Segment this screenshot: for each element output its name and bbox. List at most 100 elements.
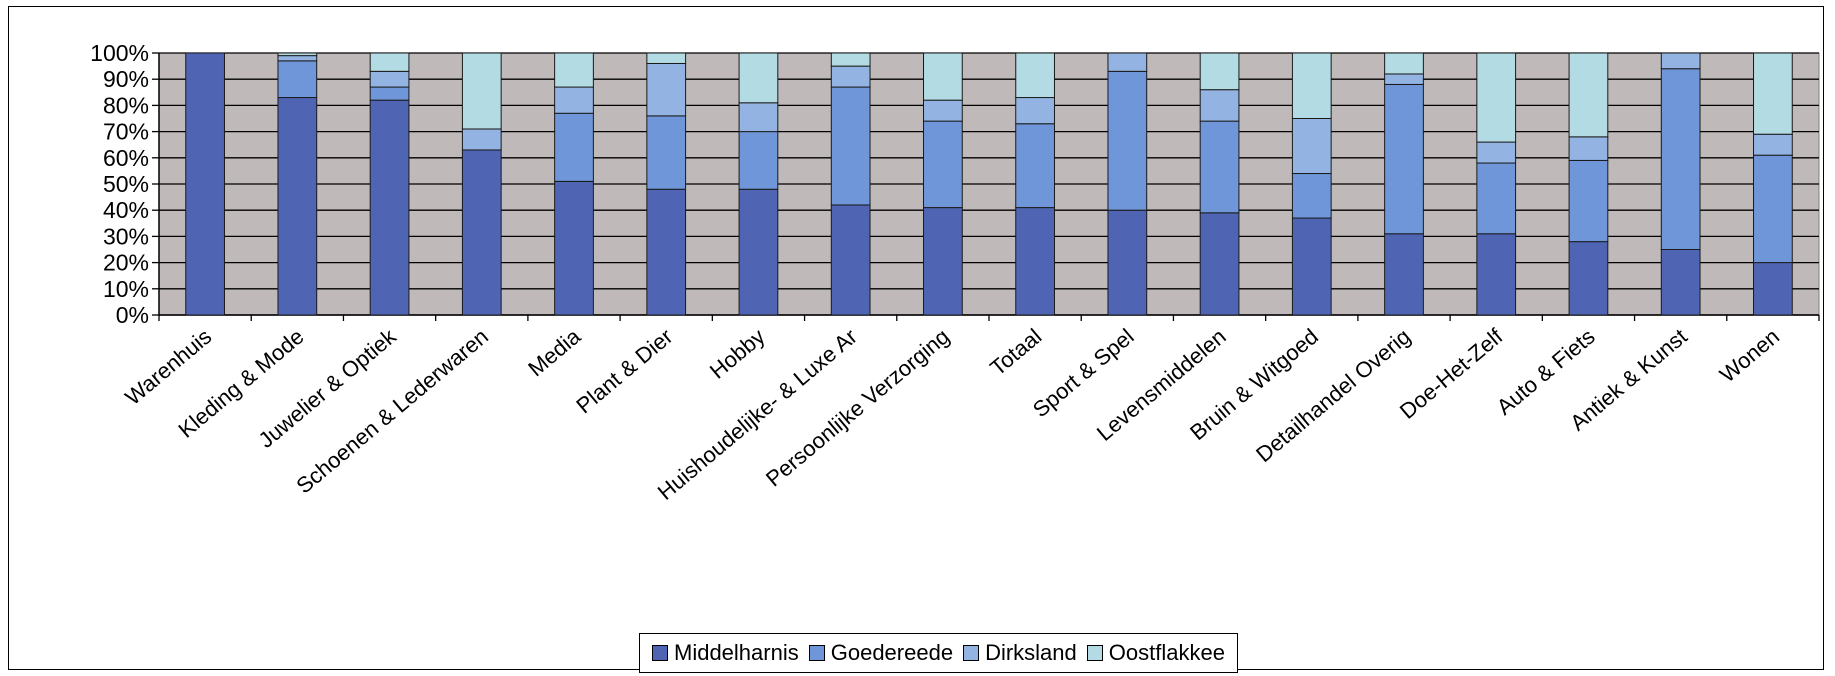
legend-item: Dirksland (963, 640, 1077, 666)
x-category-label: Detailhandel Overig (1251, 324, 1415, 467)
bar-segment-dirksland (1015, 97, 1055, 125)
bar-segment-oostflakkee (1476, 52, 1517, 143)
bar-segment-middelharnis (1291, 217, 1332, 316)
y-tick-label: 70% (103, 119, 149, 145)
y-tick-label: 40% (103, 197, 149, 223)
bar-segment-dirksland (369, 70, 410, 88)
legend-label: Oostflakkee (1108, 640, 1225, 665)
bar-segment-oostflakkee (830, 52, 871, 67)
bar-segment-dirksland (738, 102, 779, 133)
x-category-label: Doe-Het-Zelf (1395, 323, 1508, 424)
bar-segment-middelharnis (923, 207, 963, 316)
bar-segment-oostflakkee (923, 52, 963, 101)
bar-segment-goedereede (738, 131, 779, 190)
bar-segment-goedereede (1476, 162, 1517, 235)
legend-item: Goedereede (808, 640, 954, 666)
y-tick-label: 80% (103, 92, 149, 118)
legend: Middelharnis Goedereede Dirksland Oostflakk… (639, 633, 1238, 673)
legend-swatch (963, 645, 980, 661)
legend-swatch (808, 645, 825, 661)
bar-segment-oostflakkee (1015, 52, 1055, 99)
bar-segment-dirksland (1384, 73, 1424, 85)
bar-segment-dirksland (554, 86, 594, 114)
bar-segment-oostflakkee (461, 52, 502, 130)
legend-swatch (652, 645, 668, 661)
x-category-label: Persoonlijke Verzorging (761, 324, 954, 492)
bar-segment-dirksland (1568, 136, 1609, 161)
x-category-label: Media (523, 323, 586, 381)
y-tick-label: 30% (103, 223, 149, 249)
bar-segment-dirksland (277, 55, 318, 62)
bar-segment-goedereede (1015, 123, 1055, 209)
bar-segment-middelharnis (461, 149, 502, 316)
chart-frame: 0% 10% 20% 30% 40% 50% 60% 70% 80% 90% 100% Warenhu… (8, 6, 1824, 673)
legend-swatch (1086, 645, 1103, 661)
bar-segment-middelharnis (1015, 207, 1055, 316)
bar-segment-dirksland (1291, 118, 1332, 175)
y-tick-label: 50% (103, 171, 149, 197)
bar-segment-dirksland (461, 128, 502, 151)
x-category-label: Totaal (985, 324, 1046, 381)
bar-segment-middelharnis (185, 52, 225, 316)
bar-segment-dirksland (1660, 52, 1701, 70)
y-tick-label: 10% (103, 276, 149, 302)
bar-segment-goedereede (369, 86, 410, 101)
bar-segment-dirksland (1107, 52, 1148, 72)
bar-segment-middelharnis (1476, 233, 1517, 316)
bar-segment-goedereede (646, 115, 687, 190)
bar-segment-oostflakkee (1199, 52, 1240, 91)
y-tick-label: 100% (90, 40, 149, 66)
x-category-label: Hobby (705, 324, 770, 384)
bar-segment-goedereede (277, 60, 318, 99)
legend-label: Goedereede (830, 640, 954, 665)
bar-segment-oostflakkee (738, 52, 779, 104)
bar-segment-goedereede (1660, 68, 1701, 250)
bar-segment-oostflakkee (1384, 52, 1424, 75)
bar-segment-goedereede (1384, 83, 1424, 235)
x-category-label: Wonen (1715, 324, 1784, 388)
bar-segment-goedereede (1199, 120, 1240, 214)
bar-segment-dirksland (830, 65, 871, 88)
bar-segment-middelharnis (1568, 241, 1609, 316)
bar-segment-dirksland (1753, 133, 1793, 156)
bar-segment-goedereede (1753, 154, 1793, 264)
bar-segment-oostflakkee (277, 52, 318, 57)
legend-item: Oostflakkee (1086, 640, 1225, 666)
legend-item: Middelharnis (652, 640, 799, 666)
bar-segment-oostflakkee (1568, 52, 1609, 138)
bar-segment-dirksland (1199, 89, 1240, 122)
bar-segment-oostflakkee (1753, 52, 1793, 135)
bar-segment-goedereede (830, 86, 871, 206)
bar-segment-middelharnis (277, 97, 318, 316)
bar-segment-oostflakkee (1291, 52, 1332, 119)
y-tick-label: 60% (103, 145, 149, 171)
bar-segment-goedereede (923, 120, 963, 209)
bar-segment-goedereede (1291, 173, 1332, 219)
bar-segment-middelharnis (1753, 262, 1793, 316)
stacked-bar-chart: 0%10%20%30%40%50%60%70%80%90%100% Warenhu… (90, 40, 1820, 505)
bar-segment-goedereede (1568, 159, 1609, 243)
bar-segment-middelharnis (830, 204, 871, 316)
y-tick-label: 20% (103, 250, 149, 276)
bar-segment-middelharnis (1199, 212, 1240, 316)
bar-segment-dirksland (923, 99, 963, 122)
bar-segment-dirksland (1476, 141, 1517, 164)
bar-segment-middelharnis (1384, 233, 1424, 316)
bar-segment-oostflakkee (369, 52, 410, 72)
bar-segment-oostflakkee (646, 52, 687, 64)
y-tick-label: 0% (116, 302, 149, 328)
legend-label: Dirksland (985, 640, 1077, 665)
bar-segment-middelharnis (1660, 249, 1701, 316)
x-category-label: Plant & Dier (571, 324, 677, 419)
y-tick-label: 90% (103, 66, 149, 92)
bar-segment-middelharnis (1107, 209, 1148, 316)
x-category-label: Warenhuis (120, 324, 216, 410)
bar-segment-dirksland (646, 62, 687, 117)
bar-segment-goedereede (1107, 70, 1148, 211)
bar-segment-middelharnis (369, 99, 410, 316)
bar-segment-middelharnis (646, 188, 687, 316)
bar-segment-oostflakkee (554, 52, 594, 88)
legend-label: Middelharnis (674, 640, 799, 665)
bar-segment-goedereede (554, 112, 594, 182)
bar-segment-middelharnis (738, 188, 779, 316)
